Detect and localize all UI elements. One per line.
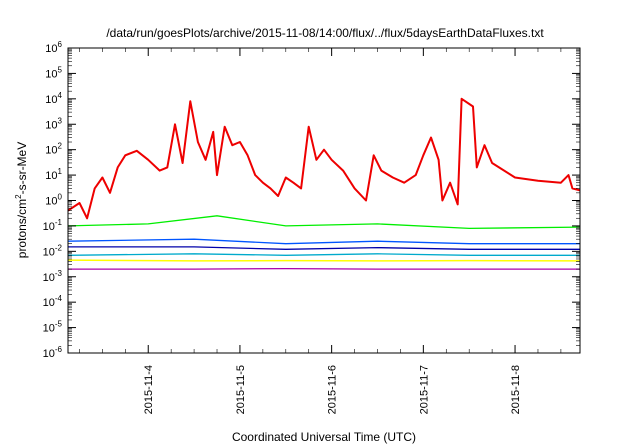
x-axis-label: Coordinated Universal Time (UTC): [232, 430, 416, 444]
y-tick-label: 102: [45, 142, 62, 157]
y-tick-label: 10-6: [43, 345, 63, 360]
series-line: [67, 215, 581, 230]
y-tick-label: 104: [45, 91, 62, 106]
y-tick-label: 105: [45, 65, 62, 80]
x-tick-label: 2015-11-5: [235, 365, 247, 414]
x-tick-label: 2015-11-8: [510, 365, 522, 414]
series-line: [67, 97, 581, 220]
x-tick-label: 2015-11-6: [327, 365, 339, 414]
chart-title: /data/run/goesPlots/archive/2015-11-08/1…: [106, 26, 544, 40]
y-tick-label: 103: [45, 116, 62, 131]
y-tick-label: 10-1: [43, 218, 63, 233]
y-tick-label: 100: [45, 193, 62, 208]
series-line: [68, 246, 580, 250]
plot-frame: [67, 47, 581, 354]
y-label-text: protons/cm: [15, 199, 29, 258]
y-tick-label: 10-2: [43, 243, 63, 258]
series-line: [67, 259, 581, 262]
y-tick-label: 10-3: [43, 269, 63, 284]
y-tick-label: 10-4: [43, 294, 63, 309]
y-tick-label: 106: [45, 40, 62, 55]
x-tick-label: 2015-11-4: [143, 365, 155, 414]
plot-series-group: [67, 97, 581, 270]
x-axis: 2015-11-4 2015-11-5 2015-11-6 2015-11-7 2015…: [79, 48, 562, 414]
y-tick-label: 101: [45, 167, 62, 182]
series-line: [67, 253, 580, 256]
y-tick-label: 10-5: [43, 320, 63, 335]
y-label-superscript: 2: [14, 194, 23, 199]
series-line: [67, 238, 580, 245]
y-axis-label: protons/cm2-s-sr-MeV: [14, 142, 29, 258]
x-tick-label: 2015-11-7: [418, 365, 430, 414]
y-label-text-rest: -s-sr-MeV: [15, 142, 29, 195]
y-axis: 10-6 10-5 10-4 10-3 10-2 10-1 100 101 102 103 104 1…: [43, 40, 580, 360]
series-line: [68, 267, 580, 270]
